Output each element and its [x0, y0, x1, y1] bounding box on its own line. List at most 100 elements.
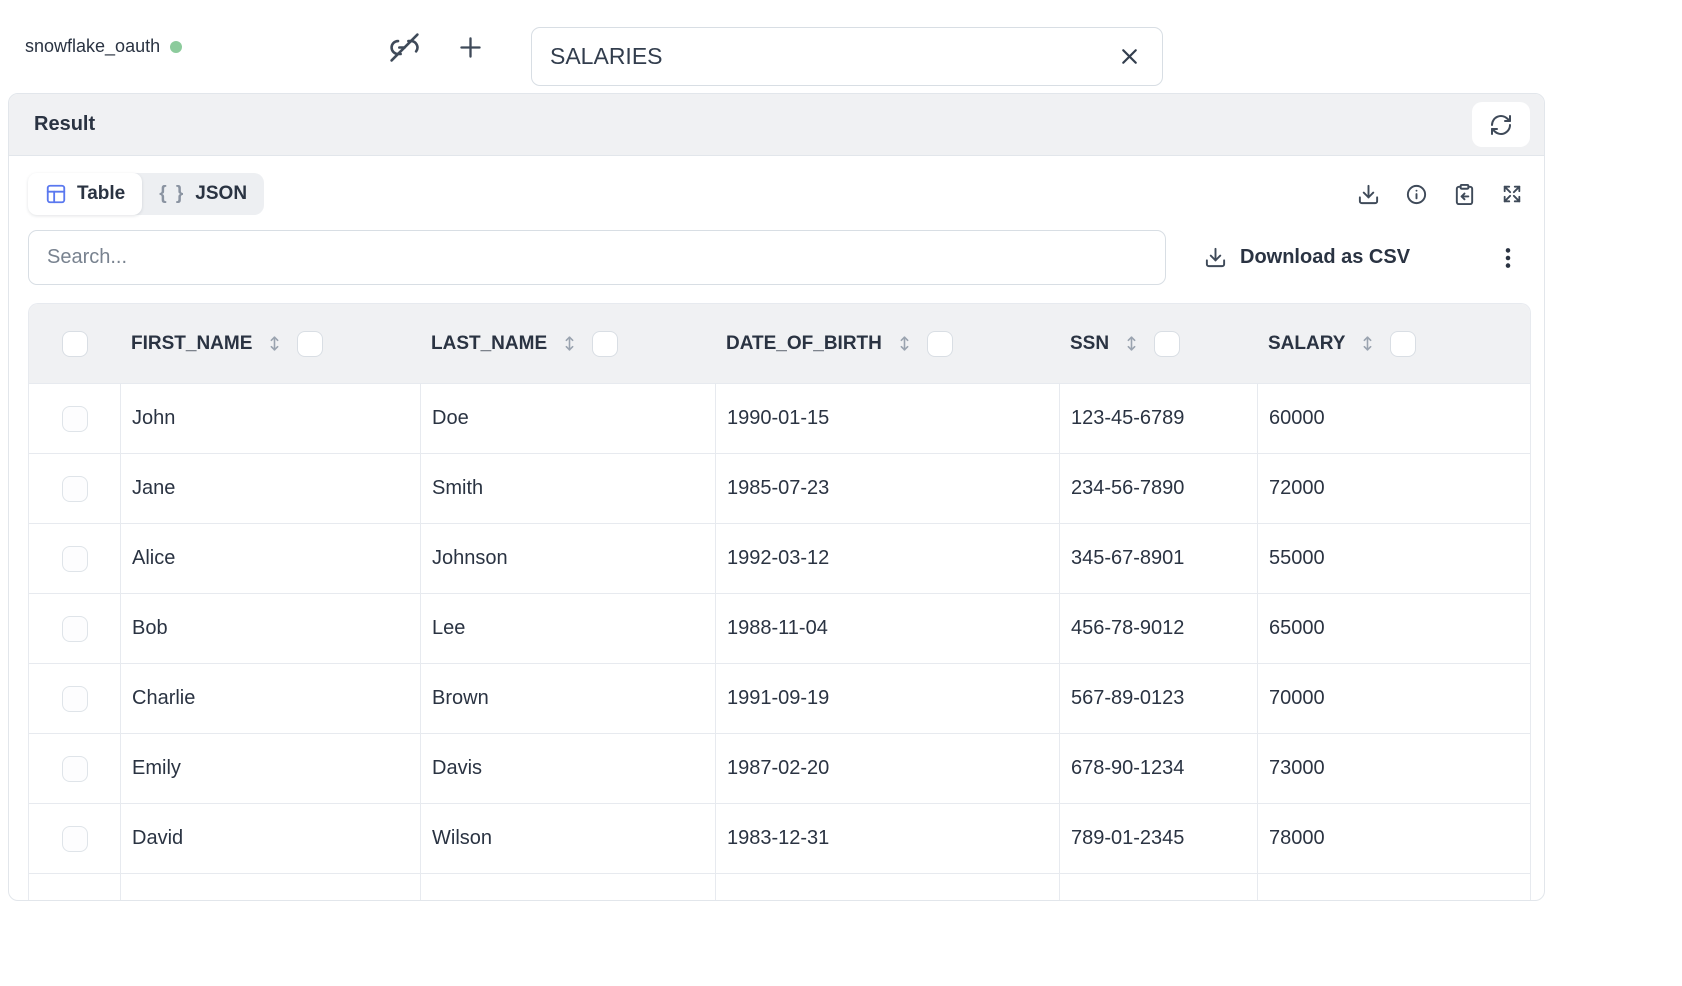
close-icon [1117, 44, 1142, 69]
more-options-button[interactable] [1495, 245, 1521, 271]
table-cell [120, 874, 420, 900]
top-bar: snowflake_oauth [0, 0, 1682, 93]
table-row: Jane Smith 1985-07-23 234-56-7890 72000 [29, 453, 1530, 523]
table-header-row: FIRST_NAME LAST_NAME DATE_OF_BIRTH SSN SALAR… [29, 304, 1530, 383]
table-cell: Brown [420, 664, 715, 733]
table-name-input[interactable] [550, 43, 1113, 70]
expand-button[interactable] [1501, 183, 1523, 205]
row-checkbox[interactable] [61, 755, 88, 782]
result-panel-header: Result [9, 94, 1544, 156]
kebab-icon [1495, 245, 1521, 271]
search-box [28, 230, 1166, 285]
row-select-cell [29, 734, 120, 803]
row-checkbox[interactable] [61, 545, 88, 572]
sort-icon[interactable] [895, 334, 914, 353]
table-cell: Charlie [120, 664, 420, 733]
row-checkbox[interactable] [61, 405, 88, 432]
unlink-icon [389, 32, 420, 63]
sort-icon[interactable] [1358, 334, 1377, 353]
download-icon [1357, 183, 1380, 206]
add-button[interactable] [451, 28, 489, 66]
row-checkbox[interactable] [61, 475, 88, 502]
table-cell: Emily [120, 734, 420, 803]
refresh-button[interactable] [1472, 102, 1530, 147]
column-header-ssn[interactable]: SSN [1059, 330, 1257, 357]
tab-table-label: Table [77, 183, 126, 204]
table-cell: 65000 [1257, 594, 1530, 663]
table-cell: 78000 [1257, 804, 1530, 873]
row-select-cell [29, 874, 120, 900]
column-checkbox[interactable] [592, 330, 619, 357]
table-cell: Smith [420, 454, 715, 523]
tab-json[interactable]: { } JSON [142, 173, 264, 215]
copy-to-clipboard-button[interactable] [1453, 183, 1476, 206]
row-checkbox[interactable] [61, 685, 88, 712]
sort-icon[interactable] [1122, 334, 1141, 353]
row-select-cell [29, 664, 120, 733]
tab-json-label: JSON [195, 183, 248, 204]
tab-table[interactable]: Table [28, 173, 143, 215]
table-cell: 345-67-8901 [1059, 524, 1257, 593]
result-actions [1357, 183, 1530, 206]
column-label: LAST_NAME [431, 332, 548, 354]
table-cell: 73000 [1257, 734, 1530, 803]
result-panel-body: Table { } JSON [9, 156, 1544, 900]
column-checkbox[interactable] [926, 330, 953, 357]
clear-input-button[interactable] [1113, 40, 1146, 73]
select-all-checkbox[interactable] [61, 330, 88, 357]
view-tab-group: Table { } JSON [28, 173, 265, 215]
table-cell: Johnson [420, 524, 715, 593]
row-select-cell [29, 454, 120, 523]
table-cell: 1990-01-15 [715, 384, 1059, 453]
json-braces-icon: { } [159, 183, 186, 204]
view-toolbar: Table { } JSON [28, 173, 1530, 215]
column-checkbox[interactable] [297, 330, 324, 357]
table-cell: Bob [120, 594, 420, 663]
connection-info: snowflake_oauth [25, 0, 183, 93]
row-select-cell [29, 384, 120, 453]
table-cell: Lee [420, 594, 715, 663]
connection-name: snowflake_oauth [25, 36, 161, 56]
select-all-header [29, 330, 120, 357]
download-csv-button[interactable]: Download as CSV [1204, 246, 1410, 269]
sort-icon[interactable] [265, 334, 284, 353]
row-checkbox[interactable] [61, 825, 88, 852]
table-cell: 55000 [1257, 524, 1530, 593]
panel-title: Result [34, 113, 96, 135]
search-input[interactable] [47, 246, 1147, 269]
column-header-last_name[interactable]: LAST_NAME [420, 330, 715, 357]
download-csv-label: Download as CSV [1240, 246, 1411, 268]
table-cell: Doe [420, 384, 715, 453]
column-header-first_name[interactable]: FIRST_NAME [120, 330, 420, 357]
column-checkbox[interactable] [1390, 330, 1417, 357]
table-body: John Doe 1990-01-15 123-45-6789 60000 Jane Smi… [29, 383, 1530, 900]
table-cell: John [120, 384, 420, 453]
column-header-salary[interactable]: SALARY [1257, 330, 1530, 357]
table-cell: 123-45-6789 [1059, 384, 1257, 453]
info-button[interactable] [1405, 183, 1428, 206]
column-checkbox[interactable] [1154, 330, 1181, 357]
table-name-field [531, 27, 1163, 86]
search-toolbar: Download as CSV [28, 230, 1530, 285]
download-icon [1204, 246, 1227, 269]
download-button[interactable] [1357, 183, 1380, 206]
row-checkbox[interactable] [61, 615, 88, 642]
table-cell: 567-89-0123 [1059, 664, 1257, 733]
column-label: FIRST_NAME [131, 332, 253, 354]
table-row: Charlie Brown 1991-09-19 567-89-0123 70000 [29, 663, 1530, 733]
column-header-date_of_birth[interactable]: DATE_OF_BIRTH [715, 330, 1059, 357]
table-cell [420, 874, 715, 900]
table-cell: Wilson [420, 804, 715, 873]
table-cell [1059, 874, 1257, 900]
refresh-icon [1489, 113, 1513, 137]
table-cell: David [120, 804, 420, 873]
disconnect-button[interactable] [385, 28, 423, 66]
clipboard-icon [1453, 183, 1476, 206]
sort-icon[interactable] [560, 334, 579, 353]
table-cell: Alice [120, 524, 420, 593]
table-cell [715, 874, 1059, 900]
result-panel: Result [8, 93, 1545, 901]
column-label: DATE_OF_BIRTH [726, 332, 882, 354]
table-cell: 72000 [1257, 454, 1530, 523]
